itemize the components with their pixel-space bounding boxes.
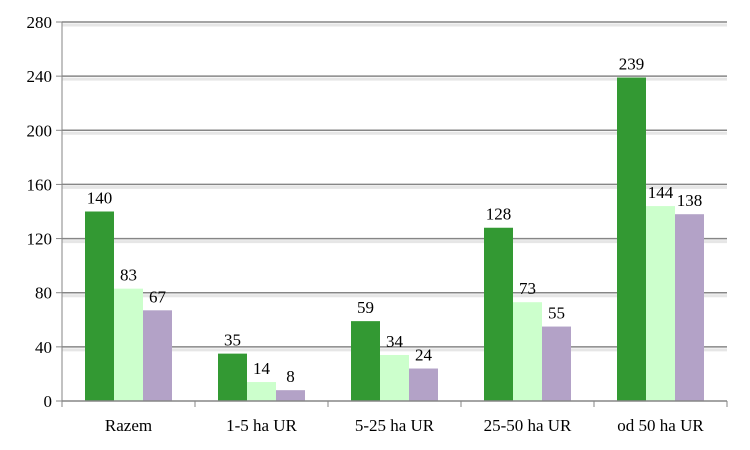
y-tick-label: 160 xyxy=(27,175,53,194)
gridlines xyxy=(62,21,727,352)
data-label: 55 xyxy=(548,304,565,323)
data-label: 35 xyxy=(224,331,241,350)
data-label: 138 xyxy=(677,191,703,210)
x-category-label: Razem xyxy=(105,416,152,435)
bar xyxy=(143,310,172,401)
bar xyxy=(218,353,247,401)
data-label: 34 xyxy=(386,332,404,351)
bar xyxy=(380,354,409,401)
bar xyxy=(351,321,380,401)
data-label: 8 xyxy=(286,367,295,386)
x-category-label: 5-25 ha UR xyxy=(355,416,435,435)
data-label: 24 xyxy=(415,346,433,365)
bar xyxy=(484,227,513,401)
bar xyxy=(247,382,276,401)
x-category-label: 1-5 ha UR xyxy=(226,416,297,435)
y-tick-label: 120 xyxy=(27,230,53,249)
bar xyxy=(513,302,542,401)
y-tick-label: 80 xyxy=(35,284,52,303)
bar xyxy=(646,206,675,401)
data-label: 73 xyxy=(519,279,536,298)
data-label: 140 xyxy=(87,189,113,208)
y-tick-label: 200 xyxy=(27,121,53,140)
bar xyxy=(276,390,305,401)
y-tick-label: 240 xyxy=(27,67,53,86)
y-tick-label: 40 xyxy=(35,338,52,357)
bar xyxy=(85,211,114,401)
x-axis: Razem 1-5 ha UR 5-25 ha UR 25-50 ha UR od 50… xyxy=(61,400,728,435)
data-label: 14 xyxy=(253,359,271,378)
bar xyxy=(542,326,571,401)
data-label: 128 xyxy=(486,205,512,224)
bar xyxy=(409,368,438,401)
data-label: 239 xyxy=(619,54,645,73)
y-axis: 0 40 80 120 160 200 240 280 xyxy=(27,13,63,411)
x-category-label: 25-50 ha UR xyxy=(484,416,572,435)
data-label: 83 xyxy=(120,266,137,285)
data-label: 144 xyxy=(648,183,674,202)
y-tick-label: 280 xyxy=(27,13,53,32)
bar xyxy=(675,214,704,401)
bars: 140 83 67 35 14 8 59 34 24 128 73 55 239 144 138 xyxy=(85,54,704,401)
y-tick-label: 0 xyxy=(44,392,53,411)
data-label: 67 xyxy=(149,287,167,306)
data-label: 59 xyxy=(357,298,374,317)
bar xyxy=(617,77,646,401)
bar xyxy=(114,288,143,401)
x-category-label: od 50 ha UR xyxy=(617,416,704,435)
